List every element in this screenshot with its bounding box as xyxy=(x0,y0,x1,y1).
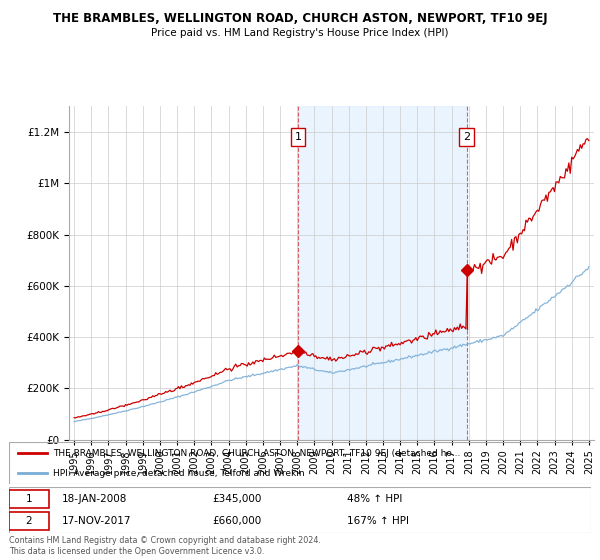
Text: 2: 2 xyxy=(463,132,470,142)
FancyBboxPatch shape xyxy=(9,490,49,508)
Text: Price paid vs. HM Land Registry's House Price Index (HPI): Price paid vs. HM Land Registry's House … xyxy=(151,28,449,38)
Text: 48% ↑ HPI: 48% ↑ HPI xyxy=(347,494,402,504)
Text: £345,000: £345,000 xyxy=(212,494,262,504)
FancyBboxPatch shape xyxy=(9,511,49,530)
Text: THE BRAMBLES, WELLINGTON ROAD, CHURCH ASTON, NEWPORT, TF10 9EJ: THE BRAMBLES, WELLINGTON ROAD, CHURCH AS… xyxy=(53,12,547,25)
Bar xyxy=(298,106,467,440)
Text: 167% ↑ HPI: 167% ↑ HPI xyxy=(347,516,409,526)
Text: HPI: Average price, detached house, Telford and Wrekin: HPI: Average price, detached house, Telf… xyxy=(53,469,304,478)
Text: 1: 1 xyxy=(25,494,32,504)
Text: 1: 1 xyxy=(295,132,302,142)
Text: 17-NOV-2017: 17-NOV-2017 xyxy=(61,516,131,526)
Text: 2: 2 xyxy=(25,516,32,526)
Text: 18-JAN-2008: 18-JAN-2008 xyxy=(61,494,127,504)
Text: THE BRAMBLES, WELLINGTON ROAD, CHURCH ASTON, NEWPORT, TF10 9EJ (detached ho...: THE BRAMBLES, WELLINGTON ROAD, CHURCH AS… xyxy=(53,449,460,458)
Text: Contains HM Land Registry data © Crown copyright and database right 2024.
This d: Contains HM Land Registry data © Crown c… xyxy=(9,536,321,556)
Text: £660,000: £660,000 xyxy=(212,516,262,526)
